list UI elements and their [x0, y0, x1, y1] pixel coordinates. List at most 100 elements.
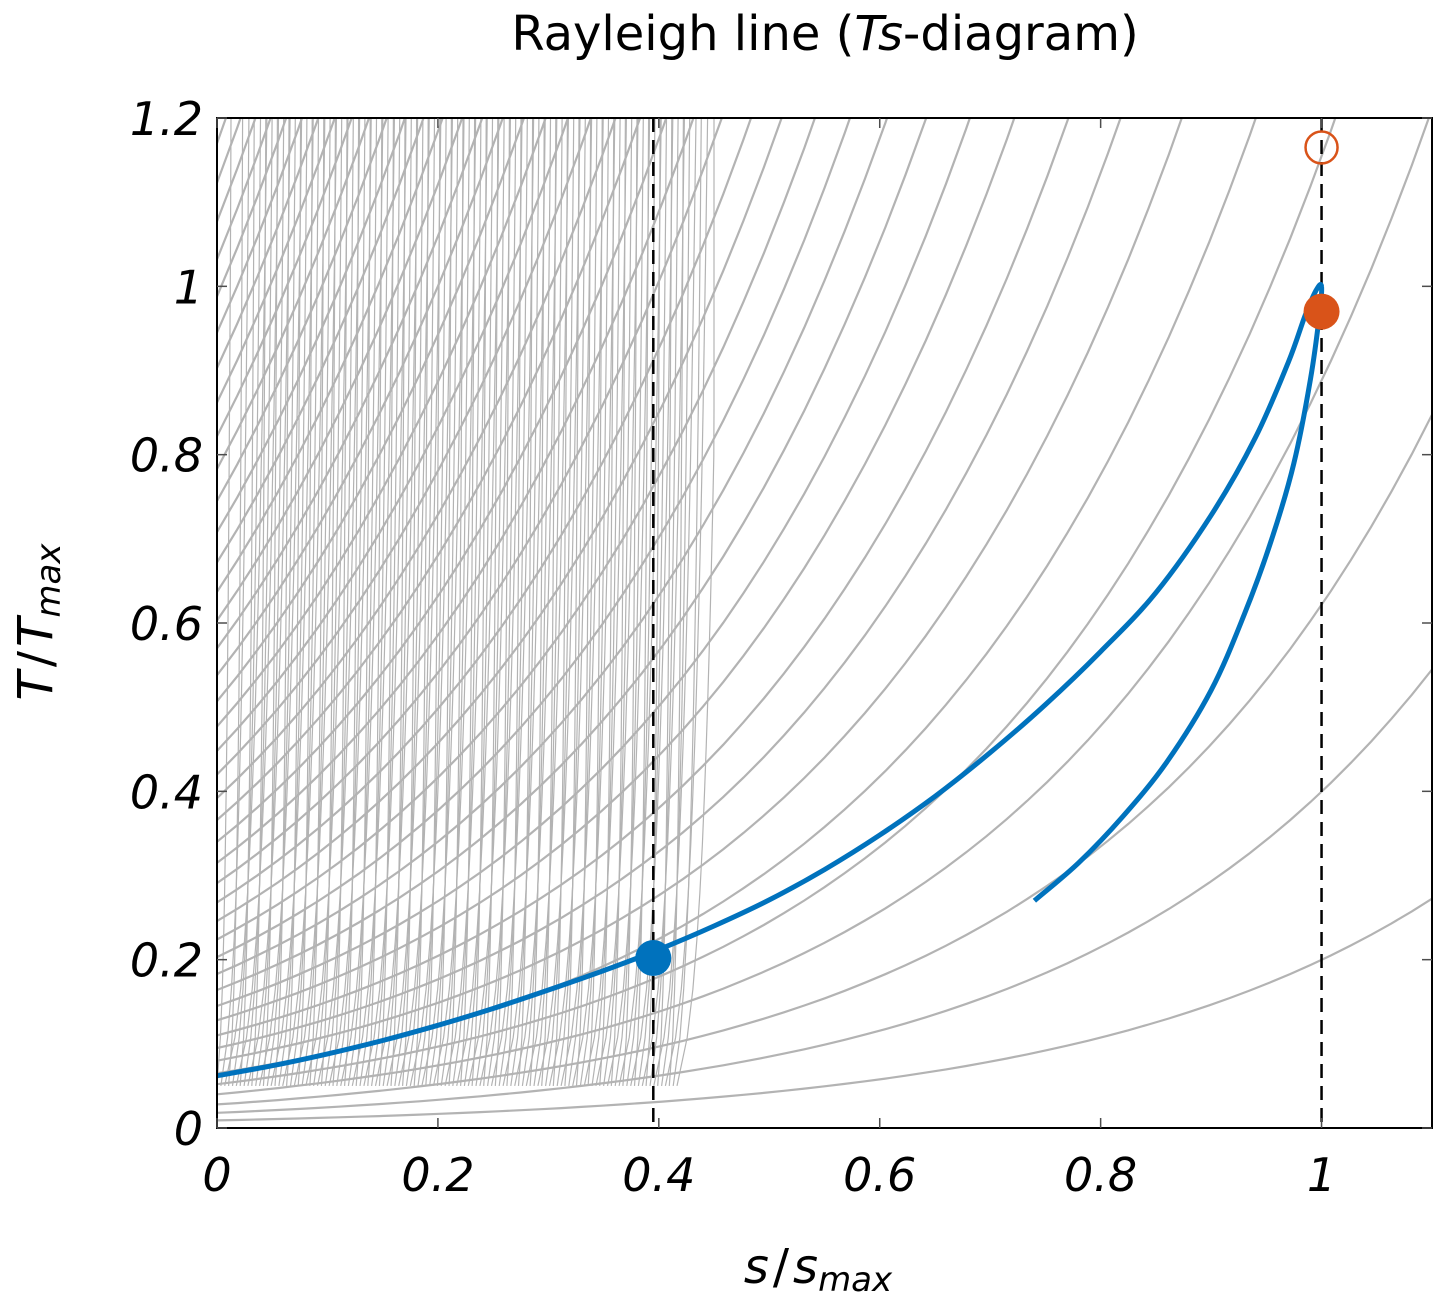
- isobar-line: [545, 118, 575, 1086]
- isobar-line: [217, 118, 928, 992]
- isobar-line: [460, 118, 476, 1086]
- isobar-line: [506, 118, 522, 1086]
- isobar-line: [251, 118, 267, 1086]
- isobar-line: [622, 118, 638, 1086]
- state-marker-filled: [1303, 293, 1340, 330]
- isobar-line: [556, 118, 586, 1086]
- y-tick-label: 0.8: [130, 429, 203, 483]
- isobar-line: [471, 118, 487, 1086]
- isobar-line: [529, 118, 545, 1086]
- isobar-line: [591, 118, 621, 1086]
- y-tick-labels: 0 0.2 0.4 0.6 0.8 1 1.2: [130, 92, 203, 1156]
- isobar-line: [217, 118, 817, 941]
- x-tick-label: 0.2: [401, 1148, 474, 1202]
- isobar-line: [533, 118, 563, 1086]
- y-axis-label-base: T: [8, 667, 64, 700]
- isobar-line: [587, 118, 603, 1086]
- isobar-line: [217, 118, 783, 922]
- isobar-line: [217, 118, 642, 821]
- isobar-line: [448, 118, 464, 1086]
- series-lines: [217, 281, 1325, 1079]
- y-axis-label-sep: /: [8, 650, 64, 667]
- isobar-line: [286, 118, 302, 1086]
- isobar-line: [217, 118, 444, 593]
- isobar-line: [217, 668, 1432, 1114]
- state-marker-open: [1304, 130, 1339, 165]
- chart-title-prefix: Rayleigh line (: [511, 6, 854, 62]
- isobar-line: [475, 118, 505, 1086]
- isobar-line: [262, 118, 278, 1086]
- isobar-line: [324, 118, 354, 1086]
- isobar-line: [664, 118, 709, 1087]
- isobar-line: [603, 118, 633, 1086]
- isobar-line: [417, 118, 447, 1086]
- isobar-line: [220, 118, 250, 1086]
- state-marker-filled: [635, 939, 672, 976]
- isobar-line: [217, 118, 695, 864]
- x-axis-label: s/smax: [744, 1239, 893, 1297]
- x-tick-label: 0.4: [622, 1148, 695, 1202]
- isobar-line: [231, 118, 262, 1086]
- isobar-line: [243, 118, 273, 1086]
- isobar-line: [355, 118, 371, 1086]
- isobar-line: [440, 118, 470, 1086]
- y-tick-label: 1.2: [130, 92, 203, 146]
- isobar-line: [425, 118, 441, 1086]
- isobar-line: [309, 118, 325, 1086]
- axis-ticks: [216, 117, 1432, 1129]
- isobar-line: [217, 897, 1432, 1122]
- isobar-line: [217, 118, 257, 222]
- isobar-line: [239, 118, 255, 1086]
- isobar-line: [217, 118, 232, 1086]
- isobar-line: [429, 118, 459, 1086]
- x-axis-label-sep: /: [773, 1239, 790, 1295]
- isobar-line: [217, 118, 723, 884]
- isobar-line: [217, 118, 388, 502]
- y-tick-label: 0.4: [130, 765, 203, 819]
- isobar-line: [217, 414, 1432, 1106]
- isobar-line: [645, 118, 661, 1086]
- isobar-line: [517, 118, 534, 1086]
- isobar-line: [413, 118, 429, 1086]
- isobar-line: [521, 118, 552, 1086]
- chart-title-suffix: -diagram): [903, 6, 1139, 62]
- y-tick-label: 1: [174, 260, 203, 314]
- isobar-line: [301, 118, 331, 1086]
- isobar-line: [217, 118, 1337, 1086]
- isobar-line: [332, 118, 348, 1086]
- x-tick-label: 0.6: [843, 1148, 916, 1202]
- isobar-line: [541, 118, 557, 1086]
- chart-title: Rayleigh line (Ts-diagram): [511, 6, 1138, 62]
- isobar-line: [436, 118, 452, 1086]
- isobar-line: [217, 118, 353, 437]
- isobar-line: [676, 118, 715, 1087]
- isobar-line: [217, 118, 593, 776]
- isobar-line: [568, 118, 598, 1086]
- isobar-line: [347, 118, 378, 1086]
- isobar-line: [452, 118, 482, 1086]
- isobar-line: [668, 118, 684, 1086]
- isobar-line: [217, 56, 229, 93]
- x-axis-label-base: s: [744, 1239, 769, 1295]
- isobar-line: [255, 118, 285, 1086]
- isobar-line: [217, 118, 242, 184]
- x-tick-label: 0: [202, 1148, 231, 1202]
- isobar-line: [217, 118, 425, 563]
- isobar-line: [266, 118, 296, 1086]
- isobar-line: [661, 118, 691, 1086]
- isobar-line: [313, 118, 343, 1086]
- isobar-line: [289, 118, 320, 1086]
- x-tick-label: 0.8: [1064, 1148, 1137, 1202]
- isobar-line: [599, 118, 615, 1086]
- isobar-line: [405, 118, 436, 1086]
- x-axis-label-base2: s: [793, 1239, 818, 1295]
- isobar-line: [217, 118, 227, 144]
- isobar-line: [394, 118, 424, 1086]
- isobar-line: [463, 118, 494, 1086]
- isobar-line: [344, 118, 360, 1086]
- y-axis-label-sub: max: [29, 543, 69, 618]
- isobar-line: [564, 118, 580, 1086]
- isobar-line: [217, 118, 972, 1008]
